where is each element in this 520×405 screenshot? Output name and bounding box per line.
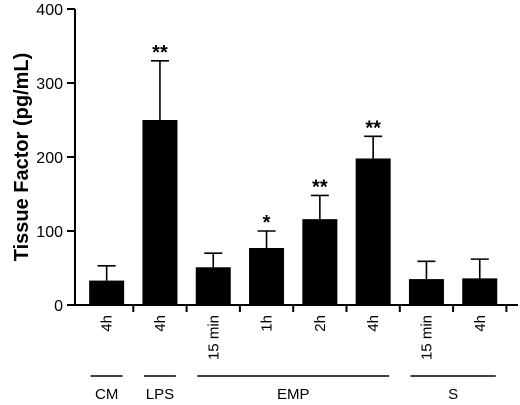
group-label: EMP: [277, 386, 310, 403]
group-label: CM: [95, 386, 118, 403]
bar: [89, 280, 125, 305]
bar: [462, 278, 498, 305]
significance-marker: *: [263, 212, 271, 234]
group-label: S: [448, 386, 458, 403]
x-tick-label: 4h: [472, 315, 489, 332]
x-tick-label: 4h: [152, 315, 169, 332]
y-tick-label: 300: [36, 76, 63, 93]
bar: [142, 120, 178, 305]
bar: [249, 248, 285, 305]
y-tick-label: 100: [36, 224, 63, 241]
y-tick-label: 400: [36, 2, 63, 19]
significance-marker: **: [152, 42, 168, 64]
bar: [355, 158, 391, 305]
x-tick-label: 15 min: [418, 315, 435, 360]
y-tick-label: 0: [54, 298, 63, 315]
plot-area: 0 100 200 300 400 4h 4h ** 15 min 1h * 2h ** 4h ** 15 m…: [36, 2, 518, 403]
group-label: LPS: [146, 386, 174, 403]
y-tick-label: 200: [36, 150, 63, 167]
bar: [302, 219, 338, 305]
bar: [408, 279, 444, 305]
x-tick-label: 4h: [365, 315, 382, 332]
y-axis-label: Tissue Factor (pg/mL): [11, 53, 33, 262]
x-tick-label: 1h: [259, 315, 276, 332]
x-tick-label: 2h: [312, 315, 329, 332]
significance-marker: **: [312, 176, 328, 198]
x-tick-label: 15 min: [205, 315, 222, 360]
x-tick-label: 4h: [99, 315, 116, 332]
bar: [195, 267, 231, 305]
significance-marker: **: [365, 117, 381, 139]
